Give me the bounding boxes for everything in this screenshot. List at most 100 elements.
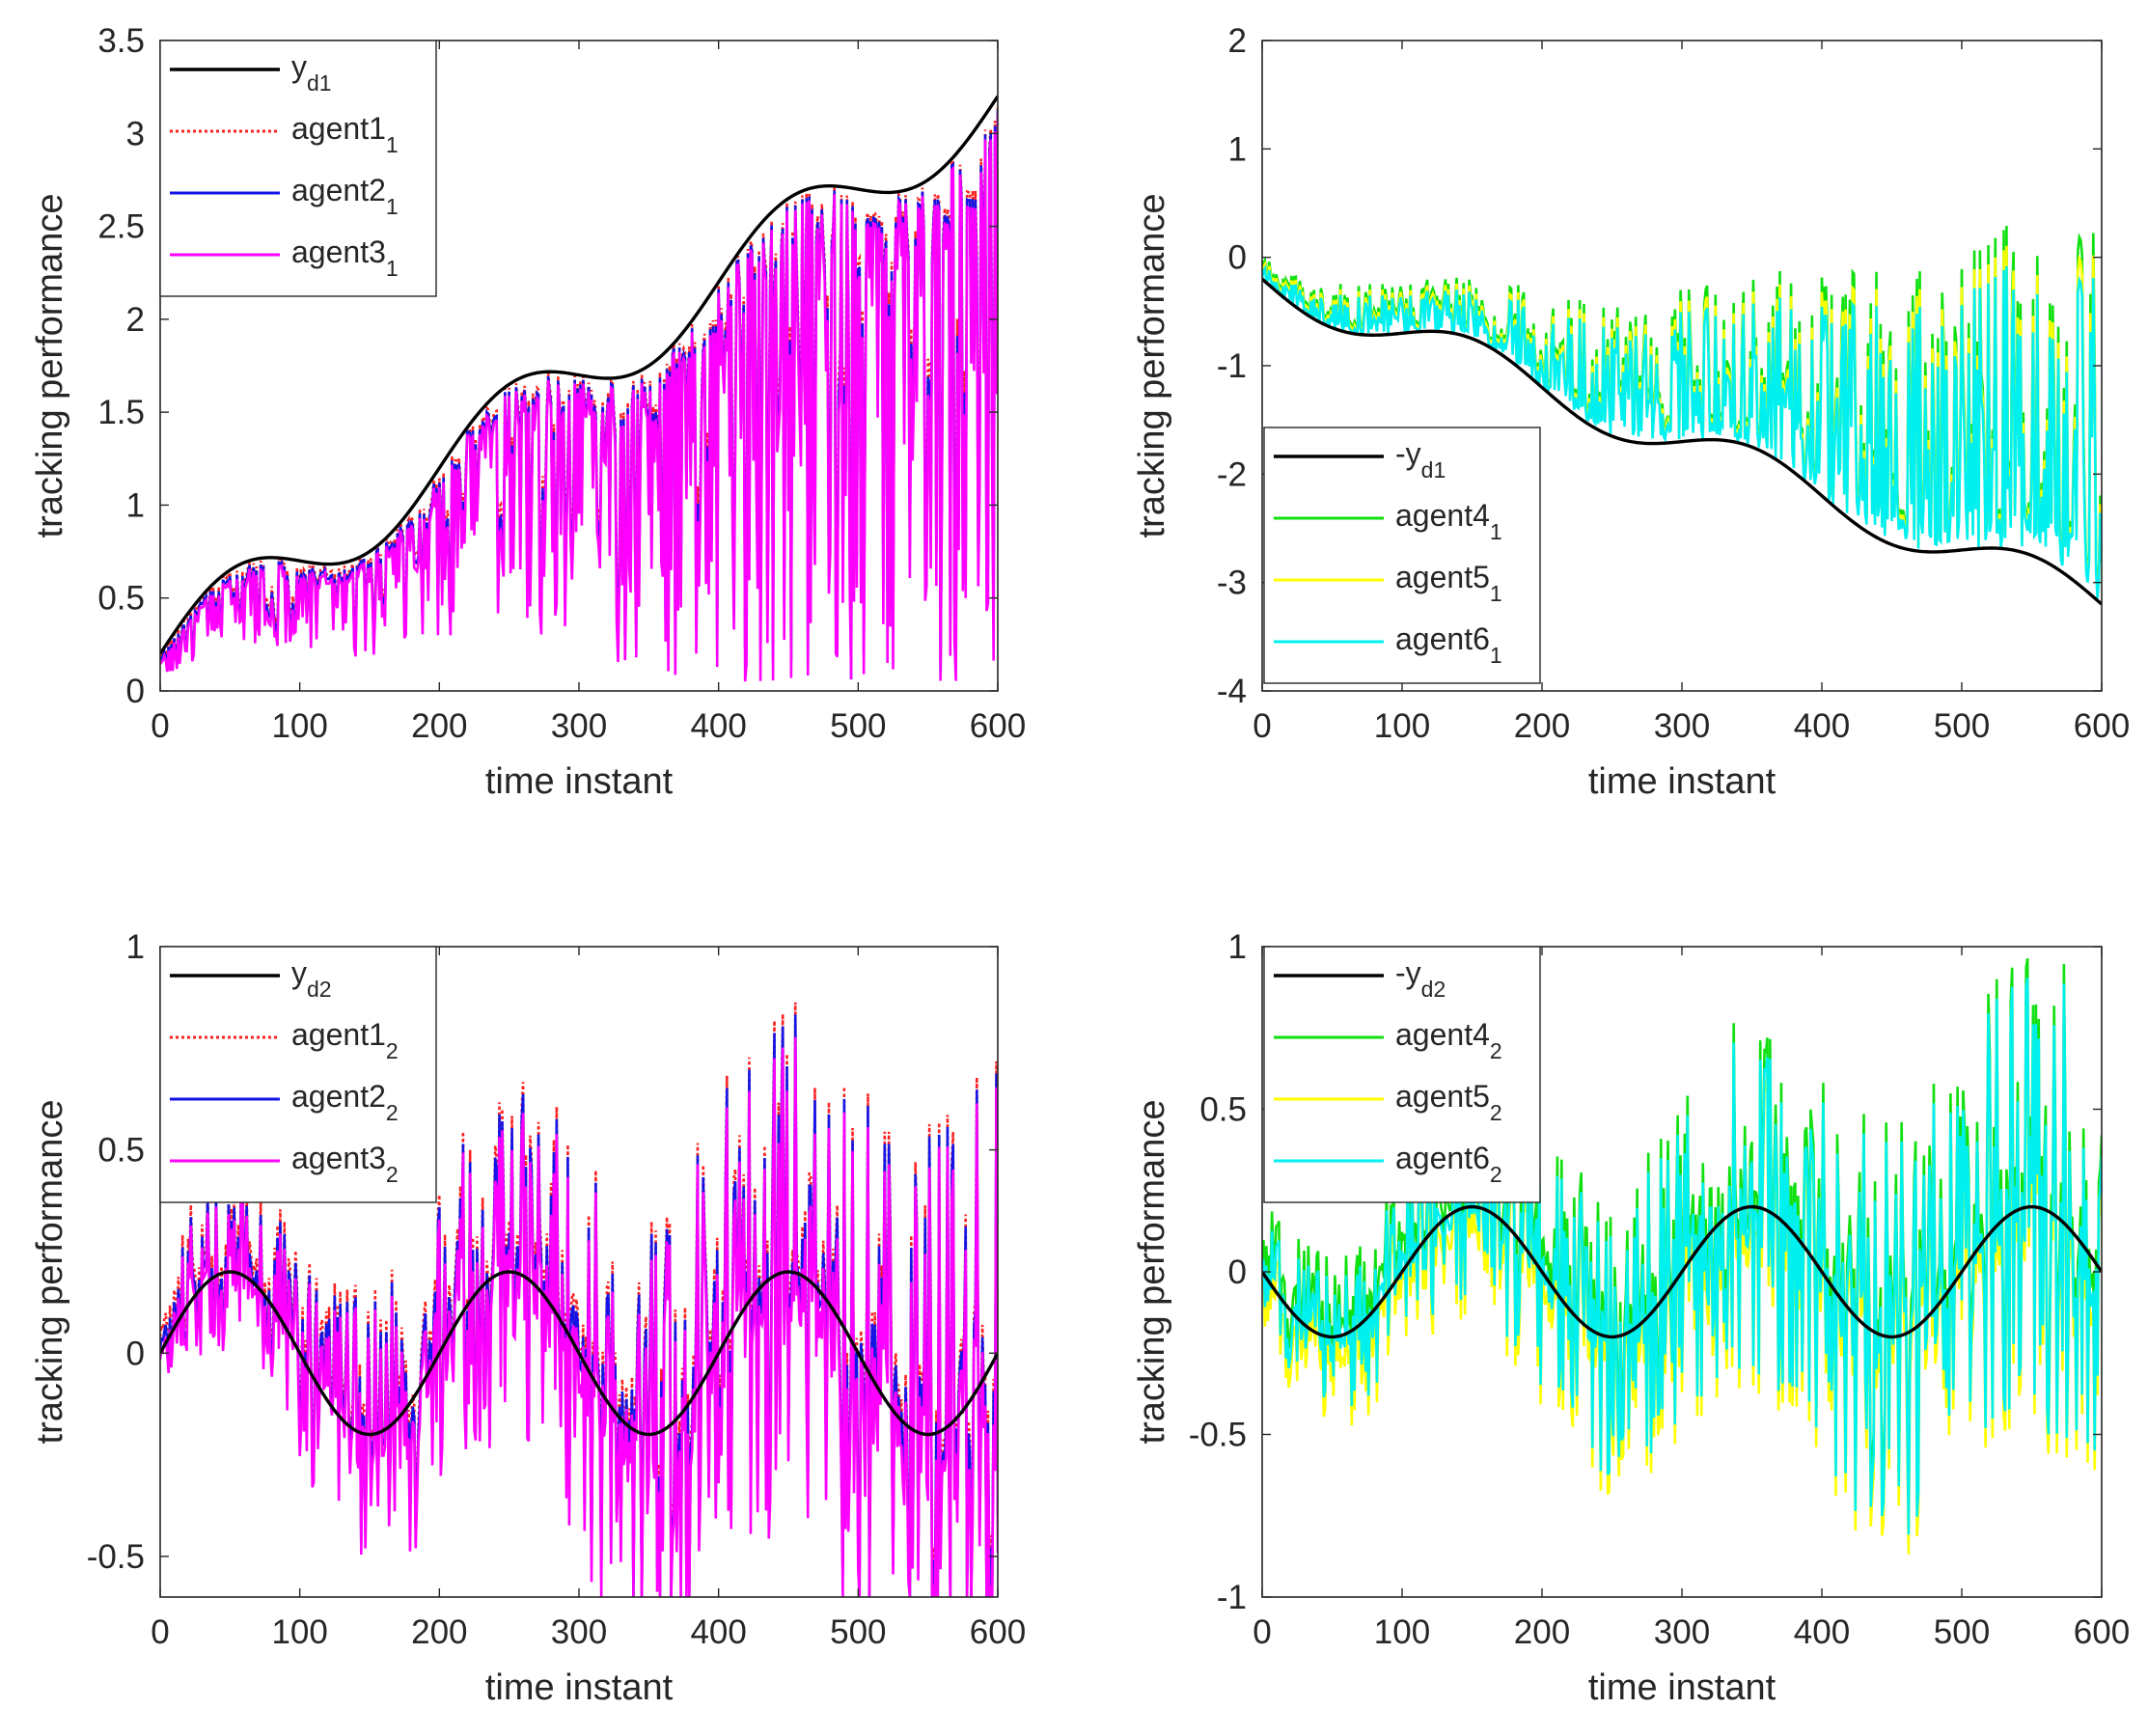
legend-label: -yd1	[1395, 436, 1446, 482]
series-group	[160, 1002, 998, 1597]
y-tick-label: 1	[1228, 130, 1247, 168]
x-tick-label: 0	[151, 707, 169, 745]
x-tick-label: 0	[1253, 1613, 1271, 1651]
legend-label: agent11	[291, 111, 399, 157]
x-tick-label: 300	[551, 707, 607, 745]
y-tick-label: -1	[1217, 1579, 1247, 1616]
y-tick-label: 3.5	[97, 22, 145, 60]
legend-label: agent31	[291, 234, 399, 281]
x-tick-label: 200	[1514, 707, 1570, 745]
legend-label: agent22	[291, 1079, 399, 1125]
x-tick-label: 400	[1794, 1613, 1850, 1651]
legend: yd2 agent12 agent22 agent32	[159, 946, 437, 1203]
y-tick-label: 1	[126, 486, 145, 524]
x-axis-label: time instant	[485, 1667, 674, 1708]
legend-entry-y-d2: -yd2	[1274, 955, 1446, 1002]
legend-entry-agent5-2: agent52	[1274, 1079, 1502, 1125]
y-axis-label: tracking performance	[1132, 1100, 1172, 1445]
x-tick-label: 300	[551, 1613, 607, 1651]
y-tick-label: 0	[126, 1335, 145, 1372]
x-tick-label: 500	[1934, 1613, 1990, 1651]
legend-entry-agent2-2: agent22	[170, 1079, 399, 1125]
legend-entry-agent3-2: agent32	[170, 1141, 399, 1187]
legend: -yd1 agent41 agent51 agent61	[1263, 427, 1541, 684]
series-agent3-1	[160, 114, 998, 682]
x-tick-label: 300	[1654, 707, 1710, 745]
y-tick-label: -4	[1217, 673, 1247, 710]
legend-entry-agent4-1: agent41	[1274, 498, 1502, 544]
legend: -yd2 agent42 agent52 agent62	[1263, 946, 1541, 1203]
series-agent3-2	[160, 1036, 998, 1597]
legend-label: yd1	[291, 49, 332, 96]
series-group	[1262, 958, 2102, 1555]
chart-panel-4: 0 100 200 300 400 500 600 -1 -0.5 0 0.5 1 time insta…	[1132, 928, 2130, 1708]
x-tick-label: 600	[2074, 1613, 2130, 1651]
y-tick-label: 0.5	[1199, 1091, 1247, 1129]
x-axis-label: time instant	[1588, 761, 1776, 802]
legend-entry-agent2-1: agent21	[170, 173, 399, 219]
legend-entry-agent1-1: agent11	[170, 111, 399, 157]
series-reference-d2	[1262, 1204, 2102, 1339]
y-axis-label: tracking performance	[30, 1100, 70, 1445]
y-tick-label: -0.5	[87, 1538, 145, 1576]
y-axis-label: tracking performance	[1132, 194, 1172, 538]
legend-label: agent52	[1395, 1079, 1502, 1125]
y-tick-label: 1.5	[97, 394, 145, 431]
chart-panel-2: 0 100 200 300 400 500 600 -4 -3 -2 -1 0 1 2 time insta…	[1132, 22, 2130, 802]
legend-entry-agent5-1: agent51	[1274, 560, 1502, 606]
legend-entry-y-d1: yd1	[170, 49, 332, 96]
y-tick-label: 0	[1228, 1254, 1247, 1291]
legend-label: agent61	[1395, 621, 1502, 668]
y-tick-label: -2	[1217, 455, 1247, 493]
legend-entry-y-d2: yd2	[170, 955, 332, 1002]
y-axis-label: tracking performance	[30, 194, 70, 538]
legend-label: agent32	[291, 1141, 399, 1187]
x-axis-label: time instant	[1588, 1667, 1776, 1708]
series-agent6-1	[1262, 264, 2102, 599]
y-tick-label: 0.5	[97, 1132, 145, 1170]
series-reference-d1	[1262, 277, 2102, 606]
legend-label: agent42	[1395, 1017, 1502, 1063]
x-tick-label: 0	[1253, 707, 1271, 745]
legend-entry-agent4-2: agent42	[1274, 1017, 1502, 1063]
x-tick-label: 0	[151, 1613, 169, 1651]
series-reference-d1	[160, 95, 998, 655]
x-tick-label: 200	[411, 707, 467, 745]
y-tick-label: -3	[1217, 565, 1247, 602]
x-tick-label: 600	[2074, 707, 2130, 745]
x-tick-label: 300	[1654, 1613, 1710, 1651]
x-tick-label: 200	[411, 1613, 467, 1651]
y-tick-label: 0.5	[97, 580, 145, 618]
x-tick-label: 400	[690, 707, 746, 745]
legend-label: agent12	[291, 1017, 399, 1063]
series-group	[160, 95, 998, 682]
x-tick-label: 600	[970, 707, 1026, 745]
y-tick-label: 3	[126, 115, 145, 152]
y-tick-label: 2.5	[97, 208, 145, 246]
y-tick-label: 1	[1228, 928, 1247, 966]
x-tick-label: 500	[830, 707, 886, 745]
x-tick-label: 400	[690, 1613, 746, 1651]
x-axis-label: time instant	[485, 761, 674, 802]
legend-entry-agent1-2: agent12	[170, 1017, 399, 1063]
legend: yd1 agent11 agent21 agent31	[159, 40, 437, 297]
legend-label: agent41	[1395, 498, 1502, 544]
legend-entry-agent3-1: agent31	[170, 234, 399, 281]
legend-entry-y-d1: -yd1	[1274, 436, 1446, 482]
legend-label: agent51	[1395, 560, 1502, 606]
x-tick-label: 500	[830, 1613, 886, 1651]
x-tick-label: 100	[1374, 1613, 1430, 1651]
legend-label: agent21	[291, 173, 399, 219]
legend-entry-agent6-2: agent62	[1274, 1141, 1502, 1187]
y-tick-label: 0	[126, 673, 145, 710]
y-tick-label: 2	[126, 301, 145, 339]
y-tick-label: -0.5	[1189, 1417, 1247, 1454]
legend-entry-agent6-1: agent61	[1274, 621, 1502, 668]
series-reference-d2	[160, 1270, 998, 1437]
x-tick-label: 100	[1374, 707, 1430, 745]
y-tick-label: -1	[1217, 347, 1247, 385]
chart-panel-1: 0 100 200 300 400 500 600 0 0.5 1 1.5 2 2.5 3 3.5 time …	[30, 22, 1026, 802]
x-tick-label: 200	[1514, 1613, 1570, 1651]
